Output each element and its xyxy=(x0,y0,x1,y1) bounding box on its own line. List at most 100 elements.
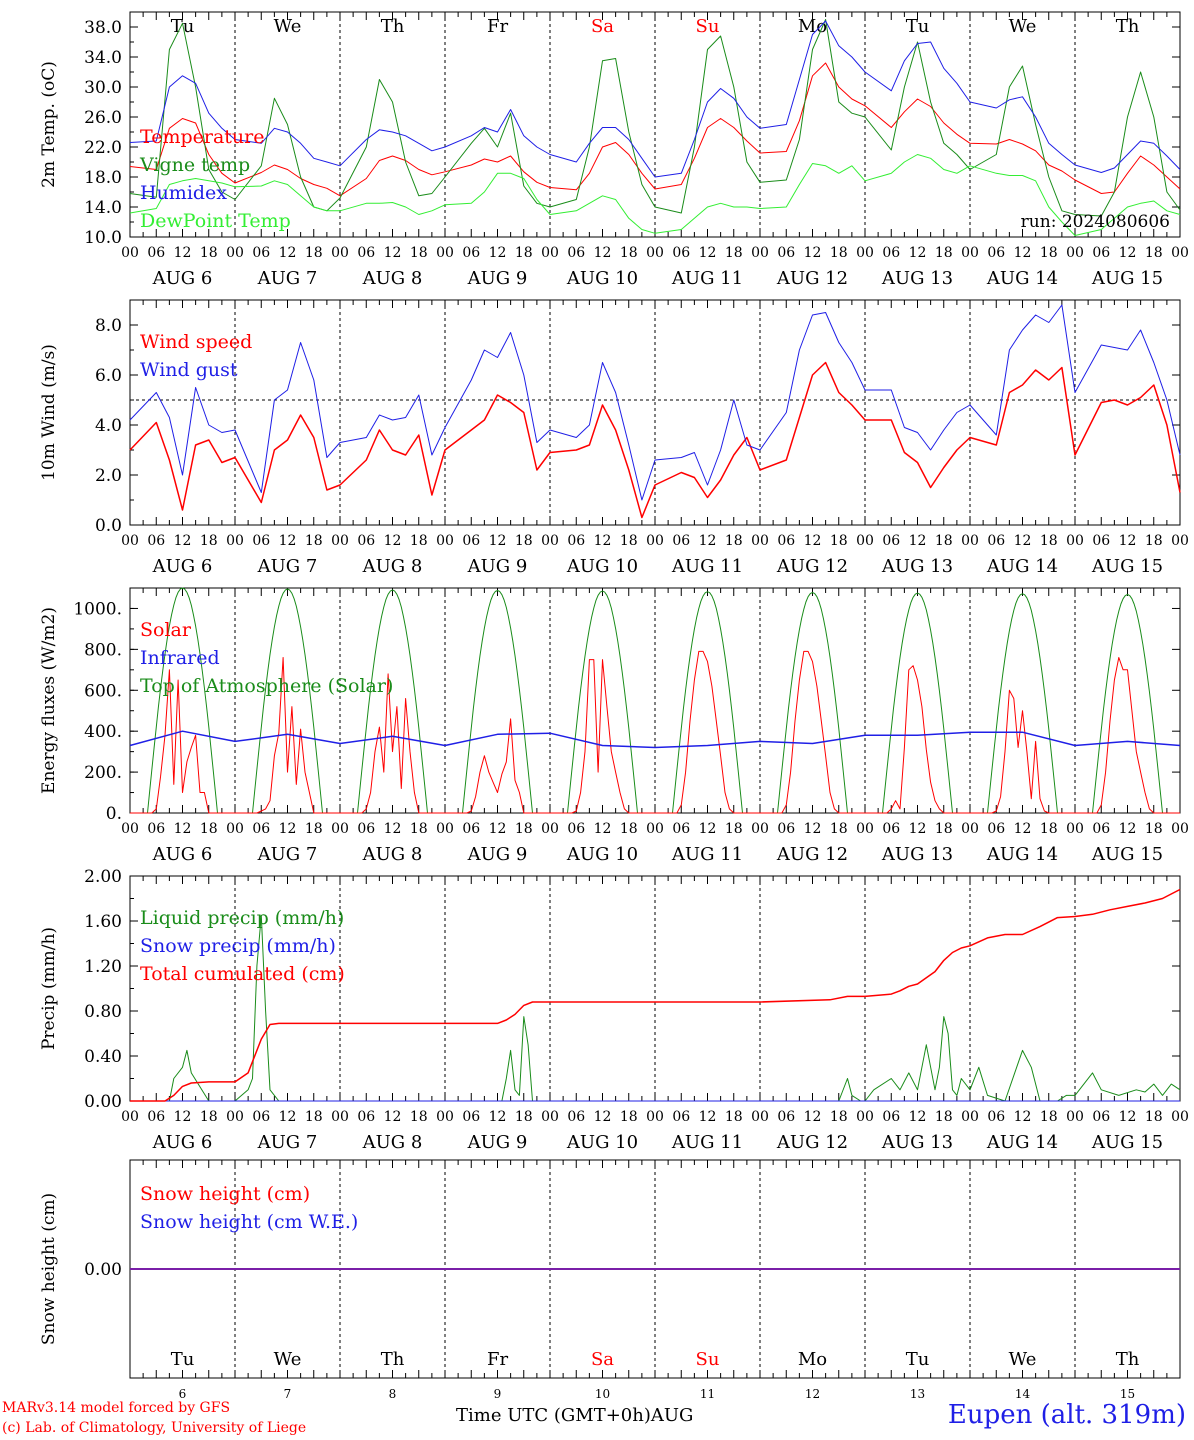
snow-y-tick-label: 0.00 xyxy=(84,1260,122,1280)
temperature-hour-label: 00 xyxy=(541,245,559,261)
energy-hour-label: 12 xyxy=(279,821,297,837)
wind-hour-label: 00 xyxy=(961,533,979,549)
energy-date-label: AUG 11 xyxy=(671,844,743,865)
model-credit: MARv3.14 model forced by GFS xyxy=(2,1400,231,1416)
precip-hour-label: 12 xyxy=(489,1109,507,1125)
wind-hour-label: 00 xyxy=(331,533,349,549)
precip-date-label: AUG 6 xyxy=(152,1132,213,1153)
precip-hour-label: 00 xyxy=(121,1109,139,1125)
precip-hour-label: 00 xyxy=(331,1109,349,1125)
wind-hour-label: 00 xyxy=(226,533,244,549)
day-number-label: 6 xyxy=(179,1387,187,1401)
temperature-hour-label: 00 xyxy=(1171,245,1189,261)
energy-hour-label: 00 xyxy=(226,821,244,837)
temperature-hour-label: 00 xyxy=(331,245,349,261)
temperature-hour-label: 18 xyxy=(410,245,428,261)
energy-y-tick-label: 600. xyxy=(84,681,122,701)
temperature-hour-label: 06 xyxy=(357,245,375,261)
precip-date-label: AUG 12 xyxy=(776,1132,848,1153)
temperature-line xyxy=(129,62,1181,197)
temperature-legend-entry: Temperature xyxy=(140,126,264,148)
precip-hour-label: 18 xyxy=(305,1109,323,1125)
energy-hour-label: 00 xyxy=(121,821,139,837)
day-number-label: 11 xyxy=(700,1387,715,1401)
weekday-label: We xyxy=(274,1349,302,1370)
temperature-hour-label: 06 xyxy=(1092,245,1110,261)
precip-hour-label: 18 xyxy=(725,1109,743,1125)
wind-legend-entry: Wind speed xyxy=(140,331,252,353)
weekday-label: Sa xyxy=(591,1349,614,1370)
energy-hour-label: 00 xyxy=(1066,821,1084,837)
temperature-hour-label: 18 xyxy=(305,245,323,261)
temperature-hour-label: 00 xyxy=(436,245,454,261)
wind-hour-label: 18 xyxy=(1145,533,1163,549)
x-axis-title: Time UTC (GMT+0h)AUG xyxy=(456,1405,694,1426)
weekday-label: Th xyxy=(381,1349,405,1370)
energy-hour-label: 06 xyxy=(987,821,1005,837)
wind-y-axis-label: 10m Wind (m/s) xyxy=(39,344,59,481)
wind-date-label: AUG 14 xyxy=(986,556,1058,577)
precip-hour-label: 06 xyxy=(567,1109,585,1125)
wind-y-tick-label: 8.0 xyxy=(95,316,122,336)
footer-credits: MARv3.14 model forced by GFS (c) Lab. of… xyxy=(2,1398,306,1438)
temperature-hour-label: 12 xyxy=(174,245,192,261)
wind-hour-label: 00 xyxy=(121,533,139,549)
precip-y-tick-label: 0.40 xyxy=(84,1047,122,1067)
day-number-label: 10 xyxy=(595,1387,610,1401)
day-number-label: 13 xyxy=(910,1387,925,1401)
energy-hour-label: 18 xyxy=(935,821,953,837)
energy-hour-label: 18 xyxy=(1145,821,1163,837)
weekday-label: Tu xyxy=(171,16,195,37)
wind-hour-label: 12 xyxy=(1119,533,1137,549)
energy-hour-label: 00 xyxy=(856,821,874,837)
energy-date-label: AUG 12 xyxy=(776,844,848,865)
temperature-hour-label: 18 xyxy=(935,245,953,261)
day-number-label: 14 xyxy=(1015,1387,1031,1401)
energy-hour-label: 18 xyxy=(305,821,323,837)
weekday-label: Mo xyxy=(798,1349,827,1370)
wind-hour-label: 18 xyxy=(935,533,953,549)
temperature-hour-label: 06 xyxy=(567,245,585,261)
precip-hour-label: 18 xyxy=(620,1109,638,1125)
toa-solar-line xyxy=(130,587,1180,814)
humidex-line xyxy=(129,20,1181,178)
wind-frame xyxy=(129,299,1181,526)
precip-legend-entry: Total cumulated (cm) xyxy=(140,963,345,985)
energy-date-label: AUG 9 xyxy=(467,844,528,865)
energy-hour-label: 00 xyxy=(646,821,664,837)
energy-date-label: AUG 15 xyxy=(1091,844,1163,865)
temperature-hour-label: 00 xyxy=(226,245,244,261)
weekday-label: Tu xyxy=(171,1349,195,1370)
temperature-hour-label: 12 xyxy=(699,245,717,261)
energy-y-tick-label: 1000. xyxy=(73,599,122,619)
temperature-hour-label: 06 xyxy=(147,245,165,261)
day-number-label: 8 xyxy=(389,1387,397,1401)
wind-y-tick-label: 2.0 xyxy=(95,466,122,486)
wind-hour-label: 00 xyxy=(751,533,769,549)
station-name: Eupen (alt. 319m) xyxy=(947,1400,1186,1430)
temperature-y-axis-label: 2m Temp. (oC) xyxy=(39,61,59,188)
precip-hour-label: 00 xyxy=(1066,1109,1084,1125)
temperature-hour-label: 00 xyxy=(961,245,979,261)
energy-date-label: AUG 10 xyxy=(566,844,638,865)
energy-hour-label: 18 xyxy=(830,821,848,837)
wind-hour-label: 00 xyxy=(436,533,454,549)
wind-hour-label: 06 xyxy=(357,533,375,549)
temperature-date-label: AUG 6 xyxy=(152,268,213,289)
precip-date-label: AUG 8 xyxy=(362,1132,423,1153)
energy-legend-entry: Infrared xyxy=(140,647,220,669)
energy-date-label: AUG 13 xyxy=(881,844,953,865)
wind-hour-label: 18 xyxy=(200,533,218,549)
temperature-hour-label: 18 xyxy=(515,245,533,261)
temperature-hour-label: 06 xyxy=(777,245,795,261)
energy-hour-label: 12 xyxy=(804,821,822,837)
weekday-label: Th xyxy=(1116,16,1140,37)
precip-hour-label: 12 xyxy=(279,1109,297,1125)
energy-hour-label: 12 xyxy=(174,821,192,837)
energy-hour-label: 12 xyxy=(909,821,927,837)
temperature-legend-entry: DewPoint Temp xyxy=(140,210,291,232)
wind-date-label: AUG 9 xyxy=(467,556,528,577)
precip-hour-label: 06 xyxy=(462,1109,480,1125)
precip-hour-label: 18 xyxy=(1040,1109,1058,1125)
